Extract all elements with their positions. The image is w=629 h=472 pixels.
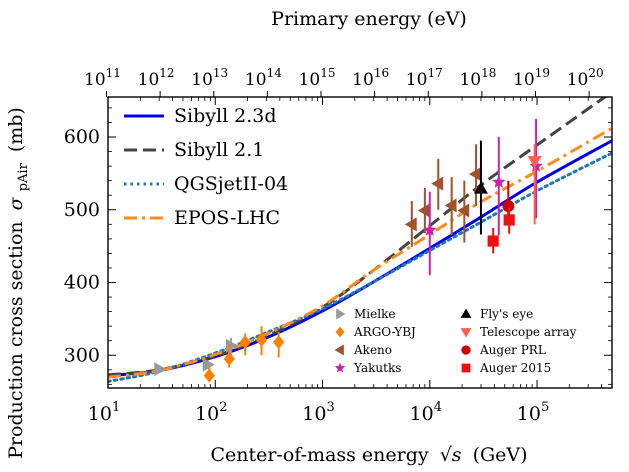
data-point	[492, 175, 506, 188]
x-axis-title-unit: (GeV)	[473, 444, 528, 466]
data-point	[255, 332, 268, 347]
x-axis-title-text: Center-of-mass energy	[210, 444, 428, 466]
legend-label: Yakutks	[353, 361, 401, 375]
x2-tick-label: 1019	[513, 66, 550, 90]
legend-label: Sibyll 2.3d	[174, 105, 277, 127]
data-point	[154, 362, 167, 377]
x-tick-label: 105	[517, 400, 549, 425]
data-point	[404, 217, 417, 232]
legend-marker	[334, 362, 346, 373]
data-point	[417, 203, 430, 218]
x2-tick-label: 1012	[138, 66, 175, 90]
data-point	[223, 351, 235, 366]
y-axis-title-sub: pAir	[16, 162, 31, 191]
x-tick-label: 102	[195, 400, 227, 425]
legend-label: Sibyll 2.1	[174, 139, 264, 161]
data-point	[473, 181, 488, 194]
legend-label: QGSjetII-04	[174, 173, 288, 195]
legend-marker	[334, 344, 344, 356]
legend-label: Mielke	[354, 307, 395, 321]
x-axis-title: Center-of-mass energy √s (GeV)	[210, 444, 527, 466]
legend: Sibyll 2.3d Sibyll 2.1 QGSjetII-04 EPOS-LHC…	[124, 105, 577, 375]
data-point	[487, 235, 499, 247]
data-point	[503, 214, 515, 226]
legend-marker	[335, 326, 345, 338]
y-axis-title-unit: (mb)	[5, 107, 27, 152]
legend-label: Fly's eye	[480, 307, 533, 321]
legend-label: Telescope array	[480, 325, 577, 339]
y-tick-label: 500	[64, 199, 100, 221]
legend-marker	[460, 308, 472, 318]
x-axis-title-sym: √s	[440, 444, 462, 466]
data-point	[431, 176, 444, 191]
legend-label: EPOS-LHC	[174, 207, 280, 229]
data-point	[202, 357, 215, 372]
model-curve-line	[108, 126, 612, 379]
x2-tick-label: 1018	[459, 66, 496, 90]
measurement-points	[154, 118, 543, 383]
x2-tick-label: 1015	[299, 66, 336, 90]
x2-tick-label: 1014	[245, 66, 282, 90]
data-point	[423, 223, 437, 236]
legend-label: Akeno	[353, 343, 392, 357]
legend-label: Auger PRL	[479, 343, 546, 357]
data-point	[469, 167, 481, 182]
x-tick-label: 101	[88, 400, 120, 425]
data-point	[527, 156, 542, 169]
y-tick-label: 600	[64, 126, 100, 148]
axis-ticks: 101 102 103 104 105 1011 1012 1013 1014 1015 1016 1…	[64, 66, 613, 425]
data-point	[444, 198, 457, 213]
y-tick-label: 400	[64, 272, 100, 294]
x2-tick-label: 1017	[406, 66, 443, 90]
legend-marker	[336, 308, 346, 320]
y-axis-title: Production cross section σ pAir (mb)	[5, 107, 32, 459]
legend-label: ARGO-YBJ	[353, 325, 416, 339]
data-point	[203, 368, 215, 383]
x2-tick-label: 1011	[84, 66, 121, 90]
x2-tick-label: 1013	[191, 66, 228, 90]
data-point	[273, 335, 285, 350]
y-axis-title-text: Production cross section	[5, 221, 27, 459]
x-tick-label: 103	[302, 400, 334, 425]
x2-tick-label: 1020	[567, 66, 604, 90]
plot-frame	[107, 96, 613, 389]
data-point	[457, 203, 470, 218]
legend-marker	[460, 328, 472, 338]
legend-marker	[461, 345, 471, 355]
y-tick-label: 300	[64, 344, 100, 366]
x-tick-label: 104	[410, 400, 442, 425]
data-point	[239, 335, 251, 350]
legend-marker	[461, 363, 471, 373]
model-curves	[108, 97, 612, 383]
y-axis-title-sym: σ	[5, 196, 27, 210]
top-axis-title: Primary energy (eV)	[271, 8, 467, 30]
legend-label: Auger 2015	[479, 361, 551, 375]
x2-tick-label: 1016	[352, 66, 389, 90]
